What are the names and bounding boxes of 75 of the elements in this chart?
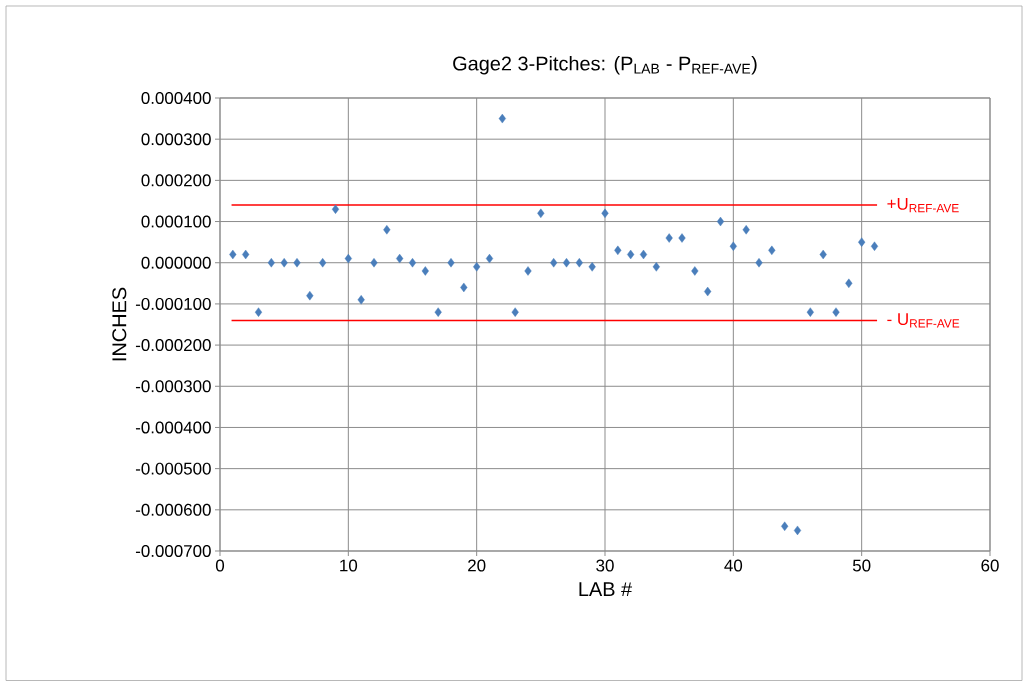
point	[832, 307, 840, 317]
point	[870, 241, 879, 251]
point	[421, 266, 429, 276]
y-tick-label: -0.000700	[135, 545, 211, 557]
point	[396, 253, 404, 264]
point	[485, 253, 494, 264]
ref-line-label: +U$_{REF-AVE}$	[887, 197, 959, 213]
point	[793, 525, 802, 536]
point	[678, 233, 686, 243]
y-tick-label: 0.000100	[141, 215, 211, 228]
point	[447, 258, 455, 268]
y-tick-label: -0.000100	[135, 297, 211, 310]
point	[460, 282, 468, 293]
x-tick-label: 20	[468, 559, 486, 572]
point	[845, 278, 853, 289]
point	[229, 249, 237, 260]
point	[537, 208, 545, 218]
point	[254, 307, 263, 317]
point	[755, 258, 763, 268]
y-tick-label: -0.000300	[135, 380, 211, 393]
x-tick-label: 30	[596, 559, 614, 572]
point	[704, 286, 712, 297]
point	[716, 216, 725, 227]
point	[408, 258, 417, 268]
point	[357, 295, 365, 305]
point	[768, 245, 776, 256]
y-tick-label: 0.000400	[141, 92, 211, 104]
point	[729, 241, 737, 251]
chart-title: Gage2 3-Pitches: (P$_{LAB}$ - P$_{REF-AVE}$)	[453, 55, 757, 75]
point	[306, 290, 314, 301]
point	[498, 113, 506, 124]
ref-line-label: - U$_{REF-AVE}$	[887, 313, 960, 328]
x-axis-title: LAB #	[579, 582, 633, 597]
point	[588, 262, 596, 272]
point	[511, 307, 519, 317]
point	[627, 249, 635, 260]
point	[550, 258, 558, 268]
point	[267, 258, 275, 268]
y-tick-label: 0.000200	[141, 174, 211, 187]
y-tick-label: 0.000300	[141, 133, 211, 146]
y-tick-label: -0.000500	[135, 462, 211, 475]
point	[473, 262, 481, 272]
point	[691, 266, 699, 276]
point	[370, 258, 378, 268]
y-tick-label: 0.000000	[141, 256, 211, 269]
point	[601, 208, 609, 218]
x-tick-label: 0	[215, 559, 225, 572]
y-tick-label: -0.000600	[135, 503, 211, 516]
x-tick-label: 10	[340, 559, 358, 572]
point	[524, 266, 532, 276]
point	[319, 258, 327, 268]
point	[434, 307, 442, 317]
point	[665, 233, 673, 243]
point	[819, 249, 827, 260]
point	[562, 258, 571, 268]
point	[383, 225, 391, 235]
y-axis-title: INCHES	[112, 287, 127, 361]
point	[331, 204, 340, 214]
x-tick-label: 50	[852, 559, 871, 572]
point	[742, 225, 750, 235]
point	[575, 258, 583, 268]
point	[344, 253, 352, 264]
y-tick-label: -0.000400	[135, 421, 211, 434]
point	[293, 258, 301, 268]
point	[280, 258, 288, 268]
point	[806, 307, 814, 317]
point	[858, 237, 866, 247]
point	[781, 521, 789, 531]
point	[652, 262, 660, 272]
y-tick-label: -0.000200	[135, 339, 211, 352]
point	[242, 249, 250, 260]
point	[639, 249, 648, 260]
x-tick-label: 40	[724, 559, 743, 572]
point	[614, 245, 622, 256]
x-tick-label: 60	[981, 559, 999, 572]
